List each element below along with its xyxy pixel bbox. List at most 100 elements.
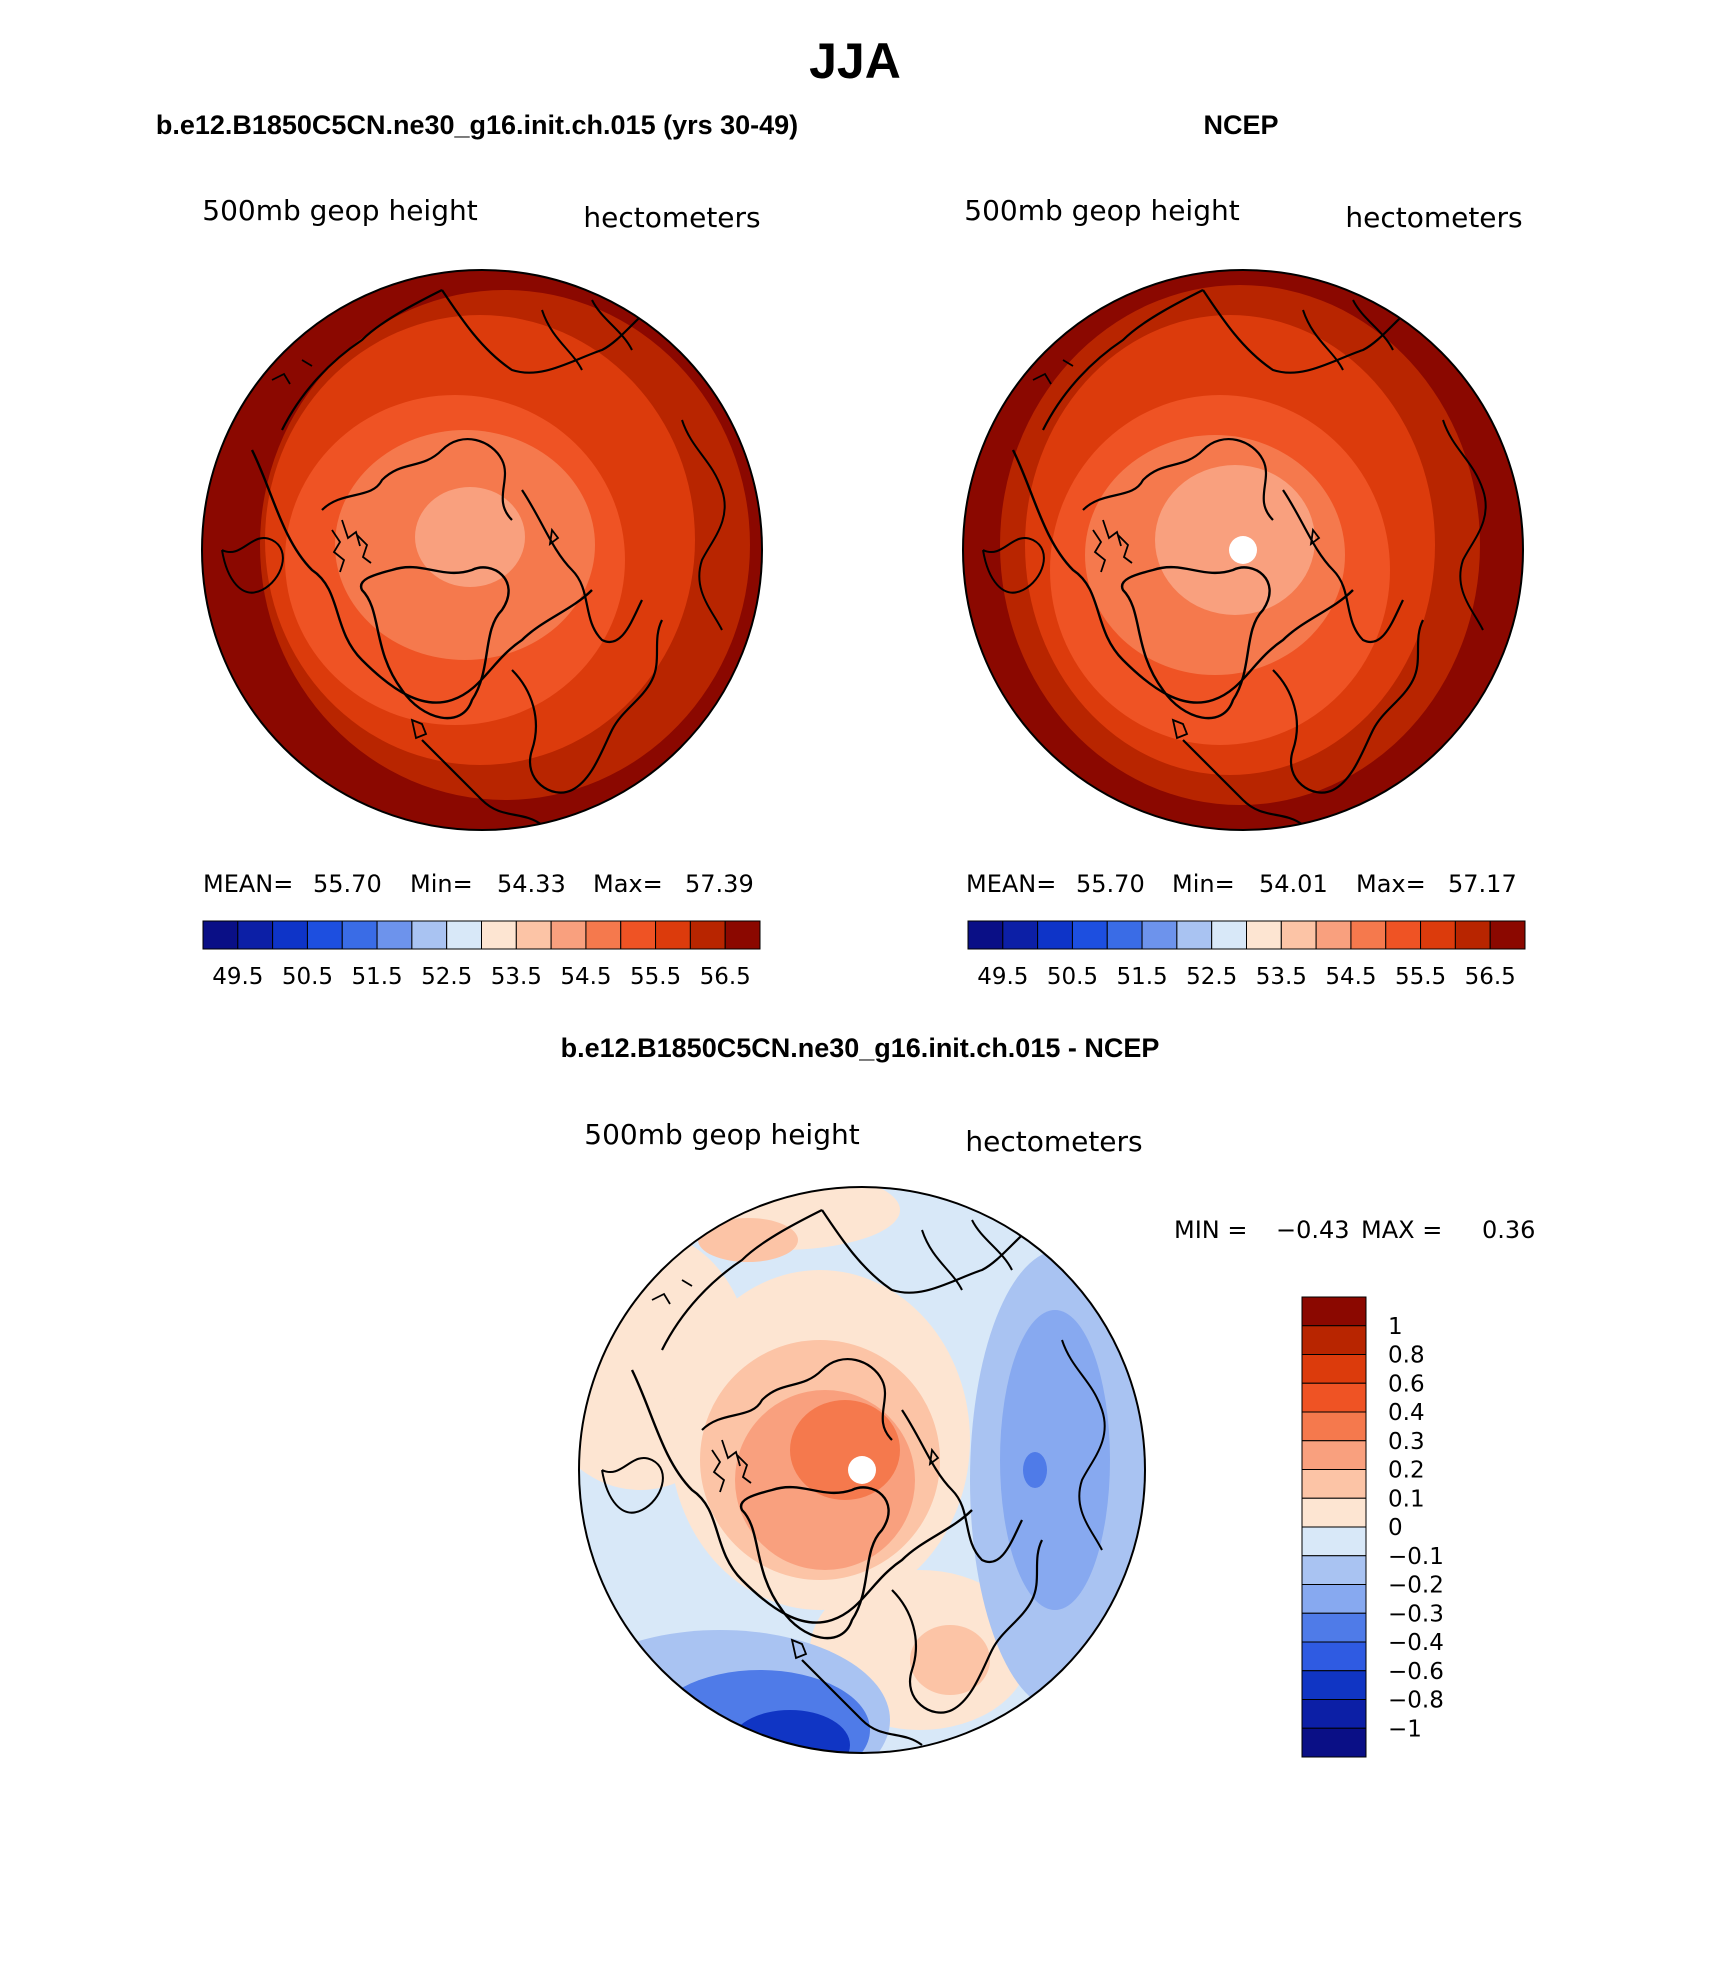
mean-value: 55.70 bbox=[313, 870, 382, 898]
colorbar-tick-label: −0.3 bbox=[1388, 1601, 1444, 1627]
colorbar-swatch bbox=[341, 920, 378, 950]
colorbar-diff: 1 0.80.6 0.4 0.3 0.20.1 0 −0.1 −0.2−0.3 −0.4 −0.6… bbox=[1301, 1296, 1444, 1758]
colorbar-tick-label: 0.4 bbox=[1388, 1400, 1425, 1426]
colorbar-swatch bbox=[1301, 1296, 1367, 1327]
pole-marker bbox=[1229, 536, 1257, 564]
colorbar-tick-label: 1 bbox=[1388, 1314, 1403, 1340]
colorbar-tick-label: 0.1 bbox=[1388, 1486, 1425, 1512]
colorbar-tick-label: 55.5 bbox=[630, 964, 681, 990]
panel-ncep: NCEP 500mb geop height hectometers MEAN=… bbox=[962, 110, 1526, 990]
panel-model: b.e12.B1850C5CN.ne30_g16.init.ch.015 (yr… bbox=[156, 110, 798, 990]
colorbar-swatch bbox=[1301, 1670, 1367, 1700]
colorbar-tick-label: 50.5 bbox=[1047, 964, 1098, 990]
colorbar-swatch bbox=[1385, 920, 1422, 950]
map-model bbox=[202, 270, 762, 830]
colorbar-swatch bbox=[724, 920, 761, 950]
colorbar-tick-label: −0.1 bbox=[1388, 1544, 1444, 1570]
colorbar-swatch bbox=[1280, 920, 1317, 950]
colorbar-swatch bbox=[237, 920, 274, 950]
colorbar-swatch bbox=[1141, 920, 1178, 950]
max-label: Max= bbox=[1356, 870, 1426, 898]
colorbar-tick-label: 54.5 bbox=[1325, 964, 1376, 990]
field-level bbox=[1023, 1452, 1047, 1488]
colorbar-swatch bbox=[1246, 920, 1282, 950]
colorbar-tick-label: 51.5 bbox=[351, 964, 402, 990]
pole-marker bbox=[848, 1456, 876, 1484]
colorbar-model: 49.5 50.5 51.5 52.5 53.5 54.5 55.5 56.5 bbox=[202, 920, 761, 990]
mean-label: MEAN= bbox=[966, 870, 1056, 898]
colorbar-swatch bbox=[446, 920, 482, 950]
colorbar-swatch bbox=[550, 920, 587, 950]
colorbar-ncep: 49.5 50.5 51.5 52.5 53.5 54.5 55.5 56.5 bbox=[967, 920, 1526, 990]
colorbar-tick-label: −0.8 bbox=[1388, 1688, 1444, 1714]
min-value: −0.43 bbox=[1276, 1216, 1350, 1244]
colorbar-swatch bbox=[1489, 920, 1526, 950]
min-value: 54.01 bbox=[1259, 870, 1328, 898]
colorbar-tick-label: 55.5 bbox=[1395, 964, 1446, 990]
colorbar-swatch bbox=[1301, 1612, 1367, 1643]
colorbar-swatch bbox=[1301, 1382, 1367, 1413]
colorbar-tick-label: 52.5 bbox=[1186, 964, 1237, 990]
map-border bbox=[201, 269, 763, 831]
max-label: MAX = bbox=[1361, 1216, 1442, 1244]
colorbar-swatch bbox=[202, 920, 239, 950]
panel-ncep-units: hectometers bbox=[1345, 201, 1522, 234]
colorbar-swatch bbox=[1071, 920, 1108, 950]
colorbar-swatch bbox=[1301, 1526, 1367, 1557]
panel-ncep-title: NCEP bbox=[1203, 110, 1278, 140]
colorbar-tick-label: 0.8 bbox=[1388, 1343, 1425, 1369]
colorbar-tick-label: 0 bbox=[1388, 1515, 1403, 1541]
colorbar-swatch bbox=[1301, 1440, 1367, 1470]
field-level bbox=[730, 1710, 850, 1753]
max-label: Max= bbox=[593, 870, 663, 898]
map-border bbox=[578, 1186, 1146, 1754]
stats-diff: MIN = −0.43 MAX = 0.36 bbox=[1174, 1216, 1535, 1244]
panel-diff-units: hectometers bbox=[965, 1125, 1142, 1158]
colorbar-swatch bbox=[585, 920, 622, 950]
colorbar-swatch bbox=[1315, 920, 1352, 950]
field-level bbox=[415, 487, 525, 587]
min-label: MIN = bbox=[1174, 1216, 1247, 1244]
colorbar-swatch bbox=[1176, 920, 1213, 950]
colorbar-swatch bbox=[1211, 920, 1247, 950]
panel-diff-title: b.e12.B1850C5CN.ne30_g16.init.ch.015 - N… bbox=[561, 1033, 1160, 1063]
colorbar-swatch bbox=[1420, 920, 1456, 950]
colorbar-swatch bbox=[1002, 920, 1039, 950]
colorbar-swatch bbox=[1454, 920, 1491, 950]
colorbar-tick-label: 0.3 bbox=[1388, 1429, 1425, 1455]
field-level bbox=[910, 1625, 990, 1695]
colorbar-tick-label: −0.6 bbox=[1388, 1659, 1444, 1685]
colorbar-swatch bbox=[1301, 1641, 1367, 1672]
colorbar-swatch bbox=[515, 920, 552, 950]
colorbar-swatch bbox=[411, 920, 448, 950]
min-label: Min= bbox=[1172, 870, 1235, 898]
panel-model-units: hectometers bbox=[583, 201, 760, 234]
panel-model-variable: 500mb geop height bbox=[202, 194, 477, 227]
colorbar-swatch bbox=[1301, 1584, 1367, 1614]
colorbar-tick-label: 53.5 bbox=[1256, 964, 1307, 990]
colorbar-swatch bbox=[689, 920, 726, 950]
figure-title: JJA bbox=[809, 33, 901, 89]
colorbar-swatch bbox=[1301, 1727, 1367, 1758]
panel-diff-variable: 500mb geop height bbox=[584, 1118, 859, 1151]
mean-label: MEAN= bbox=[203, 870, 293, 898]
colorbar-tick-label: 53.5 bbox=[491, 964, 542, 990]
colorbar-tick-label: −0.4 bbox=[1388, 1630, 1444, 1656]
max-value: 0.36 bbox=[1482, 1216, 1535, 1244]
colorbar-swatch bbox=[655, 920, 691, 950]
panel-model-title: b.e12.B1850C5CN.ne30_g16.init.ch.015 (yr… bbox=[156, 110, 798, 140]
stats-ncep: MEAN= 55.70 Min= 54.01 Max= 57.17 bbox=[966, 870, 1517, 898]
colorbar-tick-label: 50.5 bbox=[282, 964, 333, 990]
colorbar-swatch bbox=[376, 920, 413, 950]
colorbar-swatch bbox=[481, 920, 517, 950]
colorbar-swatch bbox=[1301, 1354, 1367, 1384]
colorbar-tick-label: 49.5 bbox=[977, 964, 1028, 990]
max-value: 57.17 bbox=[1448, 870, 1517, 898]
colorbar-swatch bbox=[1301, 1325, 1367, 1355]
colorbar-tick-label: 0.2 bbox=[1388, 1458, 1425, 1484]
max-value: 57.39 bbox=[685, 870, 754, 898]
colorbar-swatch bbox=[1350, 920, 1387, 950]
panel-ncep-variable: 500mb geop height bbox=[964, 194, 1239, 227]
colorbar-swatch bbox=[1301, 1555, 1367, 1585]
